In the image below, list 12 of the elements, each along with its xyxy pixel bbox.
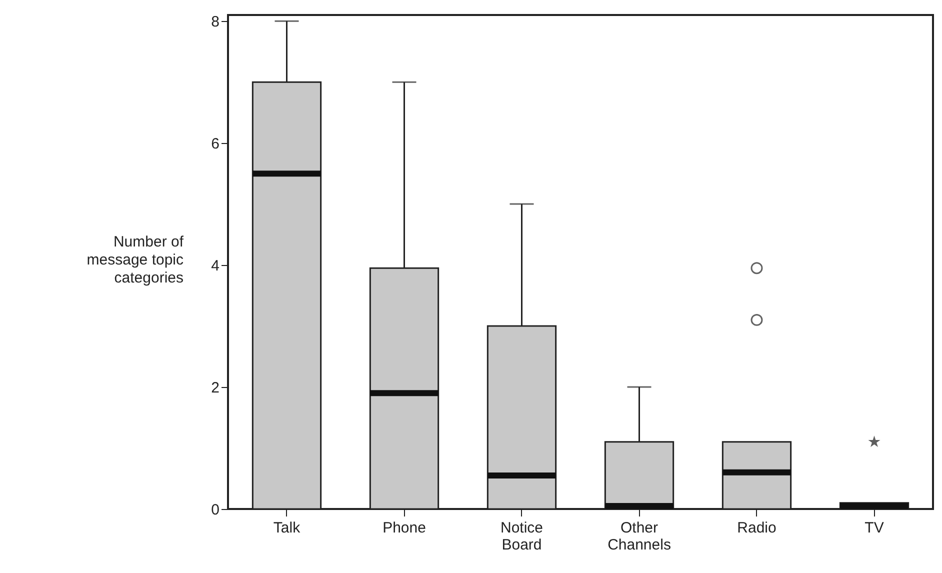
y-tick-label: 2 bbox=[211, 380, 220, 397]
y-tick-label: 0 bbox=[211, 502, 220, 518]
x-tick-label: Other Channels bbox=[608, 520, 671, 554]
y-tick-label: 4 bbox=[211, 258, 220, 275]
x-tick-label: TV bbox=[864, 520, 884, 536]
x-tick-label: Notice Board bbox=[500, 520, 544, 554]
x-tick-label: Radio bbox=[737, 520, 776, 536]
y-axis-title: Number of message topic categories bbox=[86, 234, 184, 286]
y-tick-label: 6 bbox=[211, 136, 220, 153]
y-tick-label: 8 bbox=[211, 14, 220, 31]
x-tick-label: Talk bbox=[273, 520, 301, 536]
x-tick-label: Phone bbox=[382, 520, 426, 536]
